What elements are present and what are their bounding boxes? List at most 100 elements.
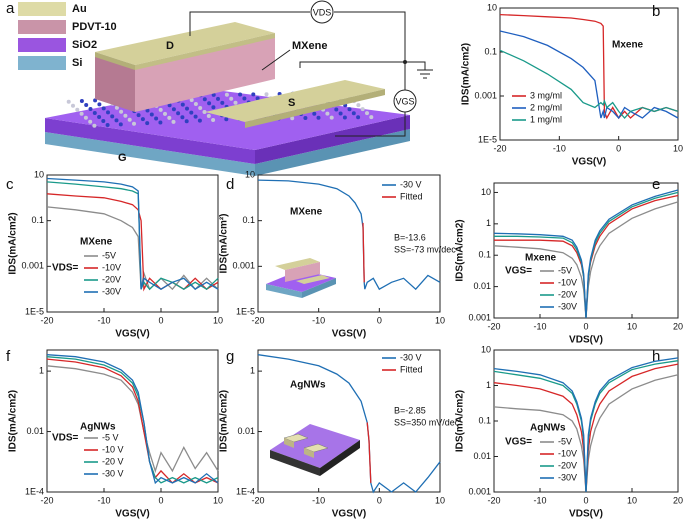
series-line [499, 13, 679, 120]
series-line [493, 374, 679, 493]
legend-label: SiO2 [72, 39, 97, 51]
mxene-atom [136, 113, 141, 118]
inset-d [266, 258, 336, 298]
y-tick-label: 10 [245, 169, 255, 179]
mxene-atom [211, 105, 216, 110]
mxene-atom [154, 116, 159, 121]
mxene-atom [163, 111, 167, 116]
mxene-atom [101, 106, 106, 111]
y-tick-label: 0.001 [474, 90, 497, 100]
legend-label: -30 V [400, 179, 422, 189]
si-side [45, 132, 255, 176]
x-tick-label: -10 [312, 495, 325, 505]
mxene-atom [140, 117, 145, 122]
mxene-atom [119, 109, 124, 114]
mxene-atom [167, 115, 172, 120]
y-axis-label: IDS(mA/cm2) [461, 43, 472, 105]
vgs-source [393, 89, 417, 113]
mxene-atom [114, 118, 119, 123]
node [403, 60, 407, 64]
mxene-atom [97, 102, 102, 107]
legend-label: -5V [558, 436, 572, 446]
mxene-atom [110, 114, 115, 119]
mxene-atom [251, 92, 256, 97]
mxene-atom [66, 99, 71, 104]
y-axis-label: IDS(mA/cm2) [455, 390, 466, 452]
legend-label: -20V [102, 274, 121, 284]
x-tick-label: 10 [673, 143, 683, 153]
drain-electrode [95, 22, 275, 65]
mxene-atom [88, 107, 93, 111]
swatch [18, 56, 66, 70]
mxene-atom [202, 110, 207, 114]
panel-letter: d [226, 176, 234, 193]
inset-electrode [296, 275, 330, 284]
sio2-side [45, 118, 255, 164]
x-tick-label: 10 [435, 315, 445, 325]
mxene-atom [369, 115, 374, 120]
mxene-atom [193, 114, 198, 119]
wire [299, 61, 426, 70]
series-line [499, 49, 679, 119]
mxene-atom [171, 119, 176, 124]
y-tick-label: 1 [486, 380, 491, 390]
legend-label: -30V [102, 286, 121, 296]
mxene-atom [206, 114, 211, 118]
mxene-atom [79, 99, 84, 103]
inset-electrode [303, 443, 329, 453]
annotation: B=-13.6 [394, 232, 426, 242]
x-tick-label: 0 [583, 495, 588, 505]
mxene-atom [118, 122, 123, 127]
series-line [493, 363, 679, 493]
plot-title: AgNWs [80, 422, 116, 433]
mxene-atom [88, 119, 93, 124]
mxene-atom [84, 103, 89, 107]
plot-frame [499, 7, 679, 141]
legend-label: -20V [558, 460, 577, 470]
series-line [493, 357, 679, 493]
mxene-atom [255, 96, 260, 101]
x-tick-label: -20 [251, 315, 264, 325]
x-axis-label: VGS(V) [115, 329, 149, 340]
y-tick-label: 0.001 [232, 261, 255, 271]
plot-frame [493, 182, 679, 319]
plot-title: MXene [80, 237, 113, 248]
inset-electrode [283, 433, 309, 443]
mxene-atom [158, 120, 163, 125]
y-tick-label: 0.001 [468, 312, 491, 322]
x-tick-label: -10 [312, 315, 325, 325]
drain-label: D [166, 40, 174, 52]
inset-substrate [266, 284, 302, 298]
mxene-atom [114, 105, 119, 110]
schematic: a Au PDVT-10 SiO2 Si D S G MXene [6, 0, 433, 176]
mxene-atom [316, 115, 321, 120]
y-tick-label: 1 [486, 218, 491, 228]
vds-source [310, 0, 334, 24]
x-tick-label: 10 [435, 495, 445, 505]
y-tick-label: 0.1 [484, 46, 497, 56]
series-line [362, 222, 365, 283]
plot-frame [46, 349, 219, 493]
legend-label: -10 V [102, 444, 124, 454]
vgs-label: VGS [395, 96, 414, 106]
mxene-atom [158, 107, 163, 112]
plot-frame [46, 174, 219, 313]
mxene-atom [242, 96, 247, 101]
inset-substrate [320, 440, 360, 476]
wire [335, 112, 406, 137]
swatch [18, 38, 66, 52]
inset-substrate [270, 450, 320, 476]
y-axis-label: IDS(mA/cm²) [219, 213, 230, 273]
y-tick-label: 0.001 [21, 261, 44, 271]
panel-letter: a [6, 0, 15, 17]
mxene-atom [303, 116, 308, 120]
vds-label: VDS [313, 7, 332, 17]
panel-letter: g [226, 348, 234, 365]
legend-title: VGS= [505, 266, 532, 277]
plot-title: MXene [290, 207, 323, 218]
drain-side [135, 33, 275, 70]
inset-electrode [304, 448, 314, 458]
legend-label: -30V [558, 301, 577, 311]
mxene-atom [233, 100, 238, 105]
